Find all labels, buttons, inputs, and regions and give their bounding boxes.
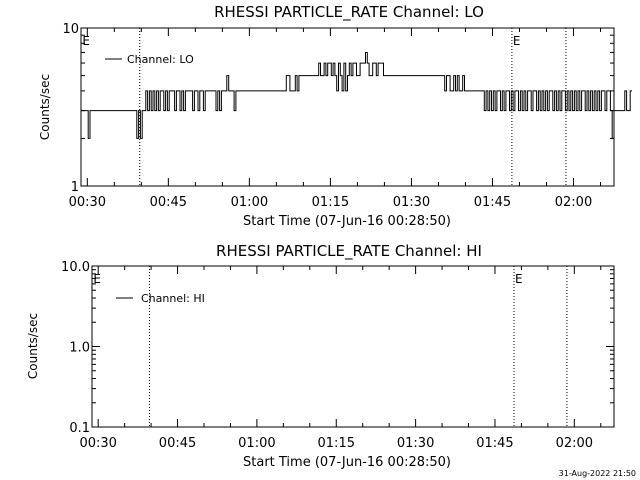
hi-plot-frame (91, 265, 615, 428)
lo-x-axis-label: Start Time (07-Jun-16 00:28:50) (243, 214, 451, 229)
hi-x-tick-label: 01:45 (476, 436, 513, 451)
lo-chart-title: RHESSI PARTICLE_RATE Channel: LO (214, 3, 484, 22)
lo-series-group (81, 52, 632, 139)
lo-x-tick-label: 01:45 (474, 195, 511, 210)
hi-e-marker: E (93, 272, 101, 286)
lo-legend: Channel: LO (105, 53, 194, 66)
lo-x-tick-label: 01:15 (312, 195, 349, 210)
lo-legend-label: Channel: LO (127, 53, 194, 66)
hi-x-tick-label: 01:30 (397, 436, 434, 451)
hi-y-ticks: 0.1 1.0 10.0 (61, 260, 614, 436)
hi-x-tick-label: 02:00 (556, 436, 593, 451)
hi-y-tick-label: 10.0 (61, 260, 90, 275)
hi-chart-title: RHESSI PARTICLE_RATE Channel: HI (216, 242, 482, 261)
lo-vertical-markers (139, 28, 567, 186)
hi-y-tick-label: 1.0 (69, 341, 90, 356)
lo-x-ticks: 00:30 00:45 01:00 01:15 01:30 01:45 02:00 (69, 28, 601, 210)
lo-e-marker: E (513, 34, 521, 48)
lo-x-tick-label: 00:30 (69, 195, 106, 210)
hi-legend: Channel: HI (116, 292, 205, 305)
lo-y-tick-label: 1 (71, 180, 79, 195)
hi-channel-panel: RHESSI PARTICLE_RATE Channel: HI Counts/… (26, 242, 615, 470)
hi-vertical-markers (149, 266, 568, 427)
hi-x-tick-label: 00:30 (79, 436, 116, 451)
lo-x-tick-label: 02:00 (555, 195, 592, 210)
hi-y-axis-label: Counts/sec (26, 313, 40, 379)
lo-x-tick-label: 00:45 (150, 195, 187, 210)
lo-channel-panel: RHESSI PARTICLE_RATE Channel: LO Counts/… (38, 3, 632, 229)
lo-y-tick-label: 10 (62, 22, 79, 37)
footer-timestamp: 31-Aug-2022 21:50 (559, 469, 636, 478)
lo-y-axis-label: Counts/sec (38, 74, 52, 140)
hi-x-axis-label: Start Time (07-Jun-16 00:28:50) (243, 455, 451, 470)
lo-e-marker: E (82, 34, 90, 48)
lo-plot-frame (80, 27, 615, 187)
hi-e-marker: E (515, 272, 523, 286)
hi-x-ticks: 00:30 00:45 01:00 01:15 01:30 01:45 02:00 (79, 266, 602, 451)
hi-y-tick-label: 0.1 (69, 421, 90, 436)
hi-x-tick-label: 00:45 (159, 436, 196, 451)
lo-x-tick-label: 01:30 (393, 195, 430, 210)
hi-legend-label: Channel: HI (141, 292, 205, 305)
lo-x-tick-label: 01:00 (231, 195, 268, 210)
hi-x-tick-label: 01:15 (318, 436, 355, 451)
hi-x-tick-label: 01:00 (238, 436, 275, 451)
lo-series-line (81, 52, 632, 139)
